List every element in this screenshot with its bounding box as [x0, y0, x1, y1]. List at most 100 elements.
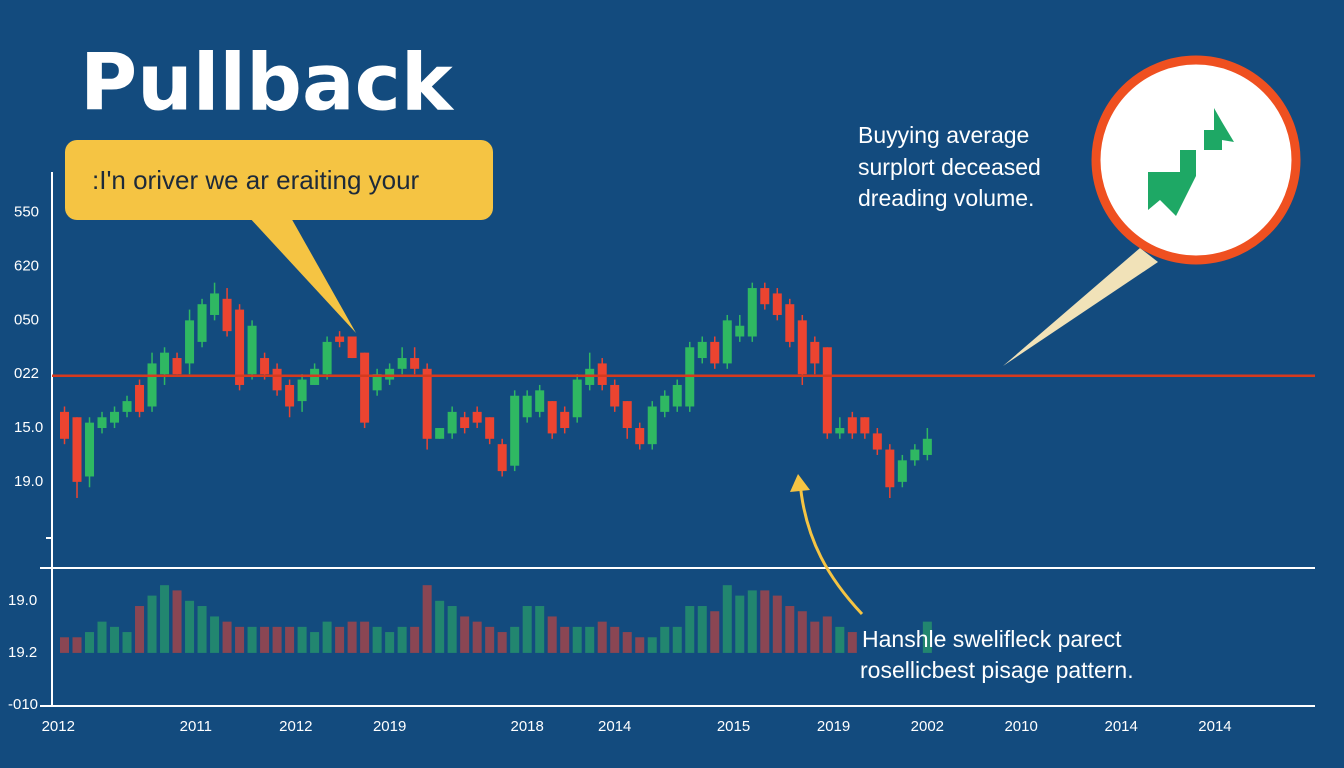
volume-bar: [460, 616, 470, 653]
candle-body: [160, 352, 170, 375]
candle-body: [722, 320, 732, 364]
volume-bar: [685, 606, 695, 653]
volume-bar: [422, 585, 432, 653]
candle-body: [610, 384, 620, 407]
x-tick-label: 2002: [911, 718, 944, 735]
volume-bar: [810, 621, 820, 653]
volume-bar: [785, 606, 795, 653]
icon-pointer: [1003, 248, 1158, 366]
volume-bar: [647, 637, 657, 653]
x-tick-label: 2014: [598, 718, 631, 735]
candle-body: [447, 411, 457, 434]
candle-body: [110, 411, 120, 423]
volume-bar: [197, 606, 207, 653]
candle-body: [247, 325, 257, 375]
volume-bar: [535, 606, 545, 653]
volume-bar: [835, 626, 845, 653]
volume-bar: [760, 590, 770, 653]
x-tick-label: 2010: [1004, 718, 1037, 735]
candle-body: [472, 411, 482, 423]
callout-tail: [248, 216, 356, 333]
candle-body: [385, 368, 395, 380]
volume-bar: [347, 621, 357, 653]
candle-body: [660, 395, 670, 412]
candle-body: [735, 325, 745, 337]
volume-bar: [72, 637, 82, 653]
volume-bar: [572, 626, 582, 653]
icon-arrow: [1148, 150, 1196, 216]
x-tick-label: 2011: [180, 718, 212, 735]
volume-bar: [410, 626, 420, 653]
candle-body: [347, 336, 357, 359]
candle-body: [560, 411, 570, 429]
x-tick-label: 2018: [511, 718, 544, 735]
y-tick-label: 19.0: [14, 473, 43, 490]
volume-bar: [510, 626, 520, 653]
candle-body: [322, 341, 332, 375]
candle-body: [622, 401, 632, 429]
candle-body: [535, 390, 545, 412]
y-tick-label: 19.0: [8, 592, 37, 609]
volume-bar: [222, 621, 232, 653]
volume-bar: [235, 626, 245, 653]
annotation-arrow: [798, 481, 864, 616]
candle-body: [122, 401, 132, 412]
volume-bar: [85, 632, 95, 653]
candle-body: [860, 417, 870, 434]
chart-title: Pullback: [80, 38, 455, 128]
candle-body: [810, 341, 820, 364]
annotation-arrowhead: [790, 474, 810, 492]
volume-bar: [472, 621, 482, 653]
volume-bar: [447, 606, 457, 653]
candle-body: [97, 417, 107, 429]
volume-bar: [397, 626, 407, 653]
volume-bar: [185, 600, 195, 653]
candle-body: [797, 320, 807, 375]
icon-arrow: [1204, 108, 1234, 150]
candle-body: [572, 379, 582, 418]
candle-body: [835, 428, 845, 434]
candle-body: [235, 309, 245, 385]
volume-bar: [522, 606, 532, 653]
y-tick-label: 620: [14, 257, 39, 274]
volume-bar: [297, 626, 307, 653]
volume-bar: [797, 611, 807, 653]
plot: [52, 282, 1315, 653]
volume-bar: [847, 632, 857, 653]
volume-bar: [135, 606, 145, 653]
candle-body: [547, 401, 557, 434]
candle-body: [147, 363, 157, 407]
volume-bar: [635, 637, 645, 653]
candle-body: [885, 449, 895, 488]
volume-bar: [622, 632, 632, 653]
candle-body: [460, 417, 470, 429]
volume-bar: [372, 626, 382, 653]
note-line: Buyying average: [858, 122, 1029, 148]
candle-body: [910, 449, 920, 461]
note-line: surplort deceased: [858, 154, 1041, 180]
volume-bar: [560, 626, 570, 653]
callout-text: :I'n oriver we ar eraiting your: [92, 165, 420, 195]
candle-body: [897, 460, 907, 482]
y-tick-label: 050: [14, 311, 39, 328]
candle-body: [772, 293, 782, 315]
candle-body: [435, 428, 445, 439]
volume-bar: [660, 626, 670, 653]
candle-body: [710, 341, 720, 364]
volume-bar: [697, 606, 707, 653]
volume-bar: [497, 632, 507, 653]
candle-body: [597, 363, 607, 385]
volume-bar: [435, 600, 445, 653]
note-line: dreading volume.: [858, 185, 1034, 211]
note-line: rosellicbest pisage pattern.: [860, 657, 1134, 683]
volume-bar: [97, 621, 107, 653]
candle-body: [272, 368, 282, 391]
candle-body: [197, 304, 207, 342]
volume-bar: [722, 585, 732, 653]
candle-body: [397, 358, 407, 369]
volume-bar: [310, 632, 320, 653]
volume-bar: [172, 590, 182, 653]
candle-body: [497, 444, 507, 472]
volume-bar: [322, 621, 332, 653]
candle-body: [72, 417, 82, 482]
